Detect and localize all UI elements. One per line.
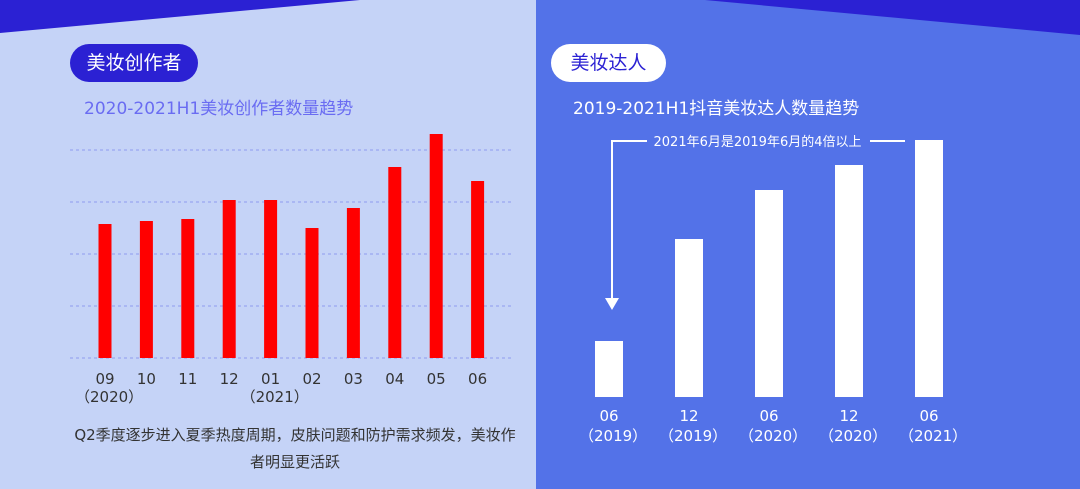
top-left-decoration xyxy=(0,0,360,33)
growth-annotation: 2021年6月是2019年6月的4倍以上 xyxy=(653,135,862,150)
bar-3 xyxy=(835,165,863,397)
bar-02 xyxy=(305,228,319,358)
bar-1 xyxy=(675,239,703,397)
bar-01 xyxy=(264,200,278,358)
left-bar-chart xyxy=(70,134,512,359)
x-tick-label: 01 xyxy=(261,370,281,388)
bar-10 xyxy=(139,221,153,358)
x-tick-label: 06 xyxy=(919,407,939,425)
bar-06 xyxy=(471,181,485,358)
year-label: （2020） xyxy=(75,388,144,406)
x-tick-label: 10 xyxy=(136,370,156,388)
bar-0 xyxy=(595,341,623,397)
x-tick-label: 09 xyxy=(95,370,115,388)
x-tick-label: 12 xyxy=(219,370,239,388)
bar-12 xyxy=(222,200,236,358)
year-label: （2019） xyxy=(659,427,728,445)
year-label: （2020） xyxy=(739,427,808,445)
x-tick-label: 06 xyxy=(468,370,488,388)
year-label: （2019） xyxy=(579,427,648,445)
bar-03 xyxy=(346,208,360,358)
insight-note: Q2季度逐步进入夏季热度周期，皮肤问题和防护需求频发，美妆作者明显更活跃 xyxy=(74,426,516,471)
x-tick-label: 11 xyxy=(178,370,198,388)
creator-badge: 美妆创作者 xyxy=(70,44,198,82)
x-tick-label: 12 xyxy=(679,407,699,425)
bar-04 xyxy=(388,167,402,358)
x-tick-label: 03 xyxy=(343,370,363,388)
x-tick-label: 12 xyxy=(839,407,859,425)
influencer-badge: 美妆达人 xyxy=(551,44,666,82)
annotation-bracket xyxy=(611,140,905,300)
bar-2 xyxy=(755,190,783,397)
bar-09 xyxy=(98,224,112,358)
top-right-decoration xyxy=(705,0,1080,35)
x-tick-label: 02 xyxy=(302,370,322,388)
bar-4 xyxy=(915,140,943,397)
year-label: （2021） xyxy=(240,388,309,406)
bar-11 xyxy=(181,219,195,358)
x-tick-label: 04 xyxy=(385,370,405,388)
year-label: （2021） xyxy=(899,427,968,445)
right-bar-chart xyxy=(595,140,943,397)
year-label: （2020） xyxy=(819,427,888,445)
bar-05 xyxy=(429,134,443,358)
x-tick-label: 05 xyxy=(426,370,446,388)
x-tick-label: 06 xyxy=(599,407,619,425)
right-chart-title: 2019-2021H1抖音美妆达人数量趋势 xyxy=(573,99,860,119)
x-tick-label: 06 xyxy=(759,407,779,425)
down-arrow-icon xyxy=(605,298,619,310)
left-chart-title: 2020-2021H1美妆创作者数量趋势 xyxy=(84,99,354,119)
